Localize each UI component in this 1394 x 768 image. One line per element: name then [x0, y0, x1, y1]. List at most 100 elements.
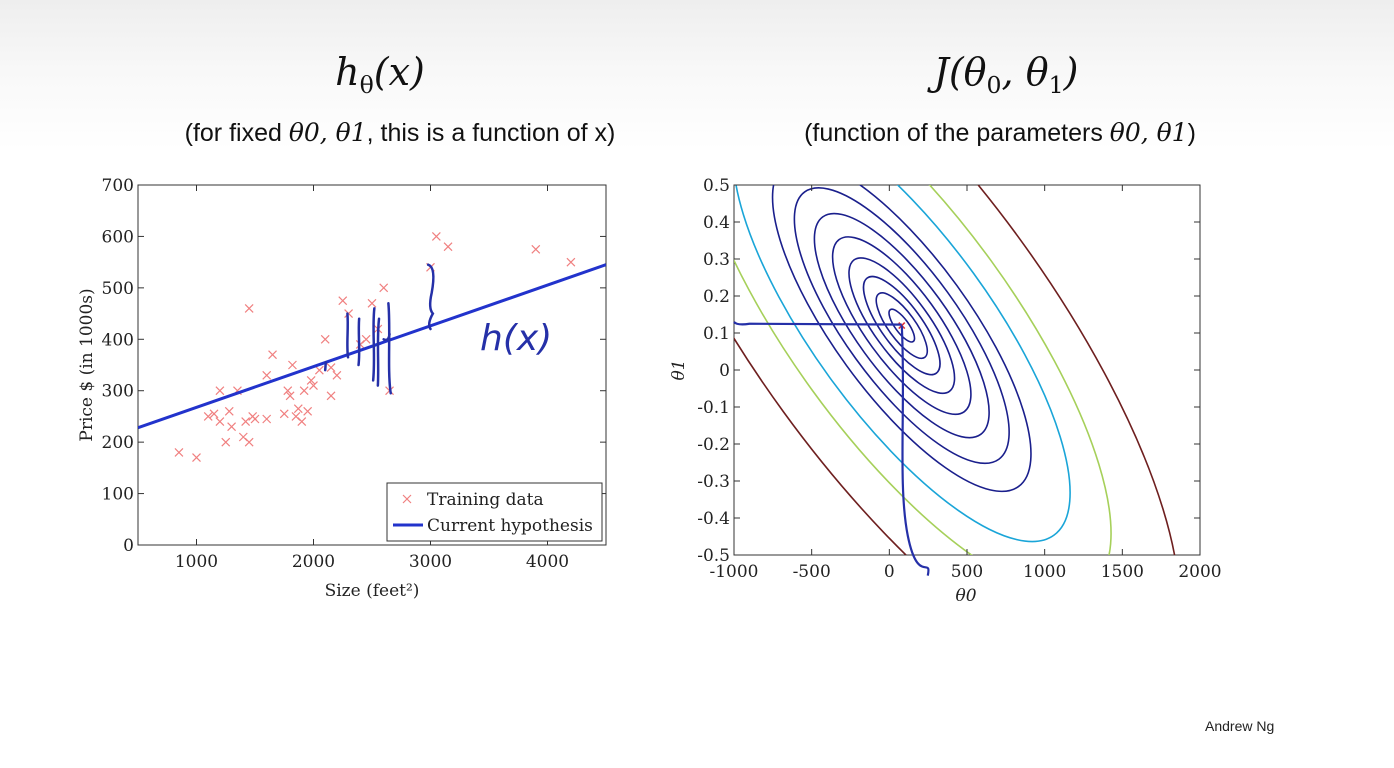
residual-annotation-stroke — [376, 317, 381, 387]
right-ytick-label: 0.4 — [703, 213, 730, 233]
training-data-point — [215, 417, 225, 426]
right-subtitle-pre: (function of the parameters — [804, 119, 1110, 147]
right-xtick-label: 0 — [884, 562, 895, 582]
training-data-point — [244, 304, 254, 313]
left-ytick-label: 300 — [102, 382, 134, 402]
right-ytick-label: 0 — [719, 361, 730, 381]
right-ytick-label: -0.1 — [697, 398, 730, 418]
left-xtick-label: 4000 — [526, 552, 569, 572]
left-subtitle: (for fixed θ0, θ1, this is a function of… — [100, 118, 700, 148]
right-ytick-label: 0.2 — [703, 287, 730, 307]
training-data-point — [531, 244, 541, 254]
right-ytick-label: -0.4 — [697, 509, 730, 529]
left-ytick-label: 600 — [102, 227, 134, 247]
contour-level — [734, 185, 1112, 555]
contour-area — [734, 185, 1181, 555]
training-data-point — [293, 404, 303, 414]
right-ytick-label: -0.3 — [697, 472, 730, 492]
right-title: J(θ0, θ1) — [933, 50, 1079, 100]
hypothesis-handwritten-label: h(x) — [480, 318, 552, 359]
training-data-point — [303, 406, 313, 416]
right-ytick-label: -0.5 — [697, 546, 730, 566]
hypothesis-line — [138, 263, 606, 430]
right-ytick-label: 0.5 — [703, 176, 730, 196]
training-data-point — [314, 365, 324, 375]
training-data-point — [227, 422, 237, 432]
left-subtitle-math: θ0, θ1 — [288, 118, 367, 147]
left-yaxis-label: Price $ (in 1000s) — [77, 288, 97, 441]
training-data-point — [320, 334, 330, 344]
residual-annotation-stroke — [426, 263, 435, 331]
right-ytick-label: 0.1 — [703, 324, 730, 344]
contour-level — [862, 275, 941, 376]
training-data-point — [250, 414, 260, 424]
training-data-point — [367, 298, 377, 308]
training-data-point — [192, 453, 201, 462]
training-data-point — [174, 448, 184, 457]
right-xtick-label: 2000 — [1178, 562, 1221, 582]
training-data-point — [241, 417, 251, 426]
contour-level — [888, 308, 916, 343]
residual-annotation-stroke — [387, 302, 392, 395]
left-xtick-label: 2000 — [292, 552, 335, 572]
right-xaxis-label: θ0 — [955, 586, 976, 606]
training-data-point — [262, 414, 272, 424]
training-data-point — [326, 363, 336, 372]
left-subtitle-post: , this is a function of x) — [366, 119, 616, 147]
training-data-point — [221, 437, 231, 447]
left-title: hθ(x) — [335, 50, 425, 100]
left-ytick-label: 200 — [102, 433, 134, 453]
training-data-point — [566, 257, 576, 267]
training-data-point — [209, 409, 219, 419]
training-data-point — [288, 360, 297, 370]
contour-level — [875, 292, 929, 360]
training-data-point — [332, 370, 342, 380]
legend-label-training: Training data — [427, 490, 544, 510]
right-xtick-label: -1000 — [709, 562, 758, 582]
residual-annotation-stroke — [357, 317, 361, 367]
left-xtick-label: 1000 — [175, 552, 218, 572]
training-data-point — [285, 391, 295, 401]
legend-marker-training — [402, 494, 412, 504]
training-data-point — [203, 412, 213, 421]
training-data-point — [279, 409, 289, 419]
legend-box — [386, 482, 603, 542]
contour-level — [734, 185, 1071, 543]
theta1-guide-line — [733, 321, 902, 326]
training-data-point — [268, 350, 277, 360]
right-ytick-label: -0.2 — [697, 435, 730, 455]
residual-annotation-stroke — [382, 332, 391, 342]
right-subtitle: (function of the parameters θ0, θ1) — [700, 118, 1300, 148]
left-ytick-label: 100 — [102, 485, 134, 505]
training-data-point — [443, 242, 453, 252]
left-ytick-label: 700 — [102, 176, 134, 196]
training-data-point — [297, 417, 307, 426]
training-data-point — [338, 296, 348, 306]
contour-level — [813, 212, 990, 439]
contour-level — [793, 187, 1010, 465]
right-subtitle-math: θ0, θ1 — [1109, 118, 1188, 147]
contour-level — [831, 236, 972, 416]
left-ytick-label: 500 — [102, 279, 134, 299]
theta0-guide-line — [900, 325, 930, 576]
residual-annotation-stroke — [323, 361, 328, 372]
contour-level — [848, 257, 956, 395]
training-data-point — [299, 386, 309, 396]
residual-annotation-stroke — [346, 312, 350, 359]
training-data-point — [244, 437, 254, 447]
training-data-point — [431, 232, 441, 241]
training-data-point — [306, 376, 316, 385]
training-data-point — [326, 391, 336, 401]
contour-level — [771, 185, 1032, 493]
training-data-point — [224, 406, 234, 416]
training-data-point — [215, 386, 225, 396]
legend-label-hypothesis: Current hypothesis — [427, 516, 593, 536]
right-xtick-label: 1500 — [1101, 562, 1144, 582]
right-xtick-label: 500 — [951, 562, 983, 582]
author-credit: Andrew Ng — [1205, 718, 1275, 734]
training-data-point — [379, 283, 389, 293]
residual-annotation-stroke — [371, 307, 376, 382]
right-xtick-label: 1000 — [1023, 562, 1066, 582]
right-yaxis-label: θ1 — [669, 359, 689, 380]
